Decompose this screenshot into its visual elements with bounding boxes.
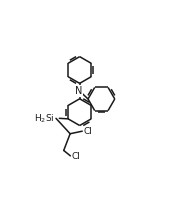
Text: N: N (75, 86, 83, 96)
Text: H$_2$Si: H$_2$Si (34, 112, 55, 125)
Text: Cl: Cl (71, 152, 80, 161)
Text: Cl: Cl (83, 127, 92, 136)
